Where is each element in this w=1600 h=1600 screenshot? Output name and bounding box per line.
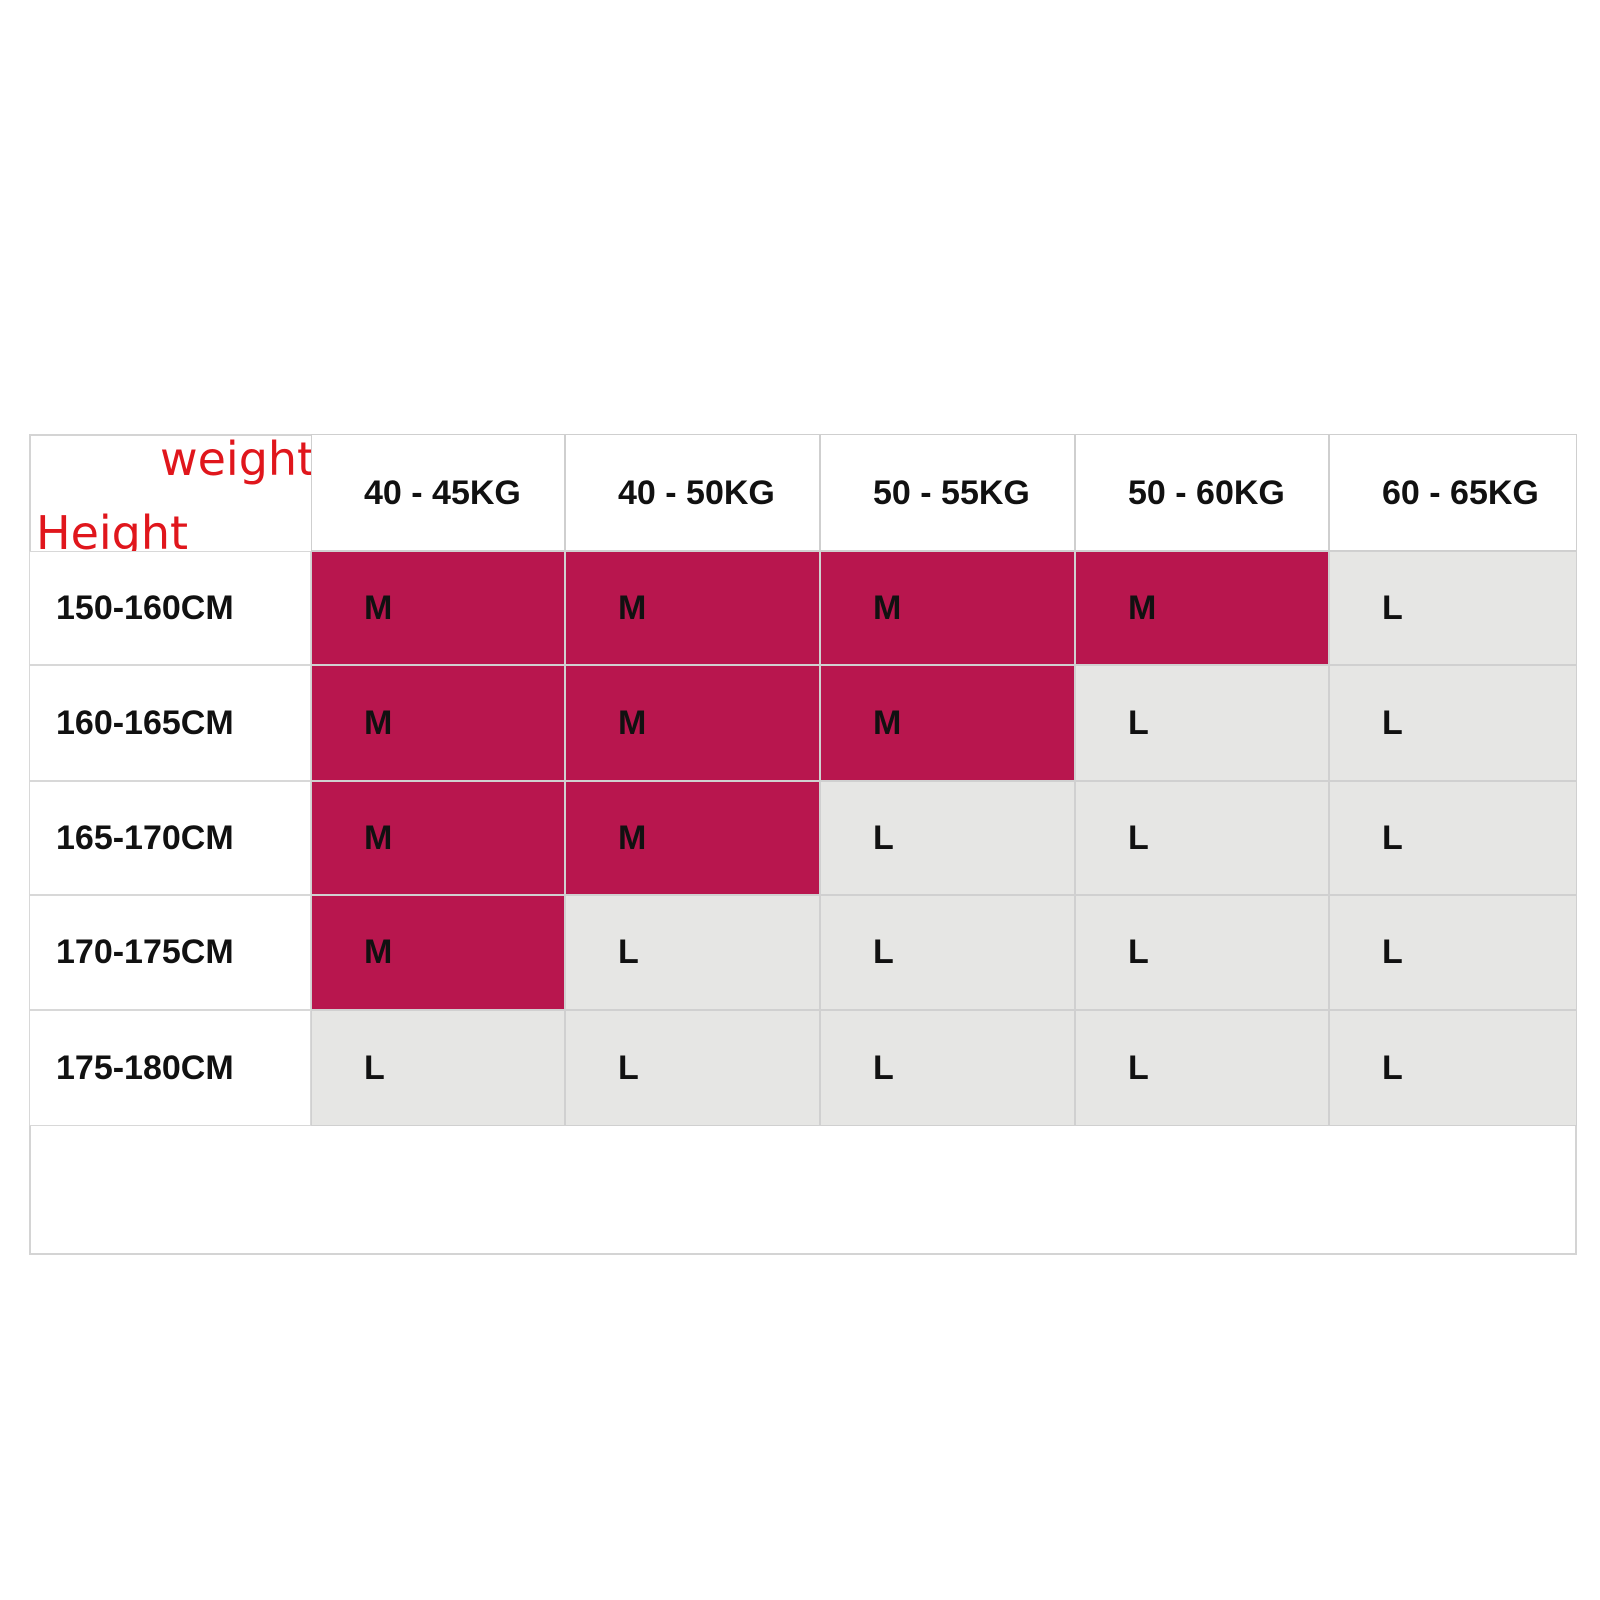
size-cell: L <box>820 781 1075 895</box>
size-cell: L <box>820 1010 1075 1126</box>
size-cell: M <box>1075 551 1329 665</box>
size-cell: L <box>565 1010 820 1126</box>
column-axis-label: weight <box>160 432 316 486</box>
size-cell: L <box>1329 895 1577 1010</box>
column-header: 50 - 55KG <box>820 434 1075 551</box>
size-cell: L <box>1329 665 1577 781</box>
size-cell: M <box>565 665 820 781</box>
size-cell: M <box>311 551 565 665</box>
size-cell: L <box>1075 665 1329 781</box>
size-cell: M <box>820 551 1075 665</box>
size-cell: M <box>311 895 565 1010</box>
column-header: 50 - 60KG <box>1075 434 1329 551</box>
size-cell: M <box>565 781 820 895</box>
size-cell: L <box>311 1010 565 1126</box>
size-cell: L <box>1329 781 1577 895</box>
size-cell: M <box>311 665 565 781</box>
size-cell: L <box>1075 781 1329 895</box>
column-header: 40 - 50KG <box>565 434 820 551</box>
size-cell: M <box>565 551 820 665</box>
size-cell: L <box>820 895 1075 1010</box>
column-header: 60 - 65KG <box>1329 434 1577 551</box>
row-header: 175-180CM <box>29 1010 311 1126</box>
size-cell: M <box>311 781 565 895</box>
size-cell: L <box>565 895 820 1010</box>
row-header: 150-160CM <box>29 551 311 665</box>
size-cell: L <box>1329 551 1577 665</box>
row-header: 165-170CM <box>29 781 311 895</box>
size-cell: L <box>1075 1010 1329 1126</box>
size-cell: M <box>820 665 1075 781</box>
row-header: 160-165CM <box>29 665 311 781</box>
row-header: 170-175CM <box>29 895 311 1010</box>
size-cell: L <box>1329 1010 1577 1126</box>
column-header: 40 - 45KG <box>311 434 565 551</box>
size-cell: L <box>1075 895 1329 1010</box>
